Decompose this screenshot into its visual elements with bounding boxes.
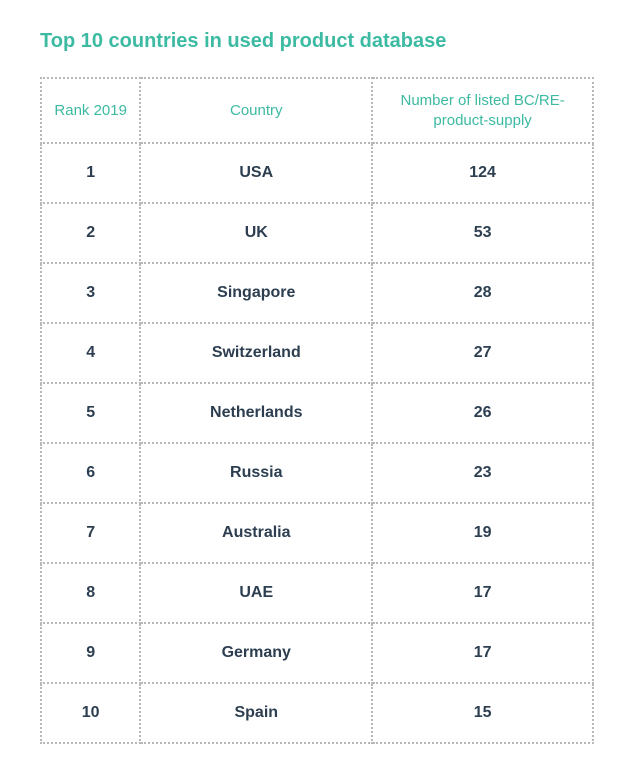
cell-number: 23 <box>372 443 593 503</box>
table-row: 9 Germany 17 <box>41 623 593 683</box>
cell-rank: 8 <box>41 563 140 623</box>
table-row: 3 Singapore 28 <box>41 263 593 323</box>
cell-country: UK <box>140 203 372 263</box>
table-row: 4 Switzerland 27 <box>41 323 593 383</box>
countries-table: Rank 2019 Country Number of listed BC/RE… <box>40 77 594 744</box>
table-row: 2 UK 53 <box>41 203 593 263</box>
cell-country: Russia <box>140 443 372 503</box>
table-row: 5 Netherlands 26 <box>41 383 593 443</box>
cell-number: 17 <box>372 563 593 623</box>
cell-rank: 2 <box>41 203 140 263</box>
cell-country: Switzerland <box>140 323 372 383</box>
column-header-number: Number of listed BC/RE-product-supply <box>372 78 593 143</box>
cell-number: 27 <box>372 323 593 383</box>
table-row: 10 Spain 15 <box>41 683 593 743</box>
cell-number: 28 <box>372 263 593 323</box>
table-body: 1 USA 124 2 UK 53 3 Singapore 28 4 Switz… <box>41 143 593 743</box>
cell-rank: 4 <box>41 323 140 383</box>
cell-number: 19 <box>372 503 593 563</box>
cell-rank: 10 <box>41 683 140 743</box>
cell-country: UAE <box>140 563 372 623</box>
cell-country: Spain <box>140 683 372 743</box>
table-row: 1 USA 124 <box>41 143 593 203</box>
table-row: 7 Australia 19 <box>41 503 593 563</box>
page-title: Top 10 countries in used product databas… <box>40 30 594 53</box>
table-row: 8 UAE 17 <box>41 563 593 623</box>
cell-rank: 7 <box>41 503 140 563</box>
table-header-row: Rank 2019 Country Number of listed BC/RE… <box>41 78 593 143</box>
cell-rank: 9 <box>41 623 140 683</box>
column-header-rank: Rank 2019 <box>41 78 140 143</box>
cell-country: Australia <box>140 503 372 563</box>
cell-number: 53 <box>372 203 593 263</box>
cell-number: 15 <box>372 683 593 743</box>
cell-country: Singapore <box>140 263 372 323</box>
cell-country: USA <box>140 143 372 203</box>
cell-rank: 6 <box>41 443 140 503</box>
cell-rank: 5 <box>41 383 140 443</box>
table-row: 6 Russia 23 <box>41 443 593 503</box>
cell-rank: 1 <box>41 143 140 203</box>
cell-rank: 3 <box>41 263 140 323</box>
column-header-country: Country <box>140 78 372 143</box>
cell-country: Germany <box>140 623 372 683</box>
cell-country: Netherlands <box>140 383 372 443</box>
cell-number: 26 <box>372 383 593 443</box>
cell-number: 17 <box>372 623 593 683</box>
cell-number: 124 <box>372 143 593 203</box>
